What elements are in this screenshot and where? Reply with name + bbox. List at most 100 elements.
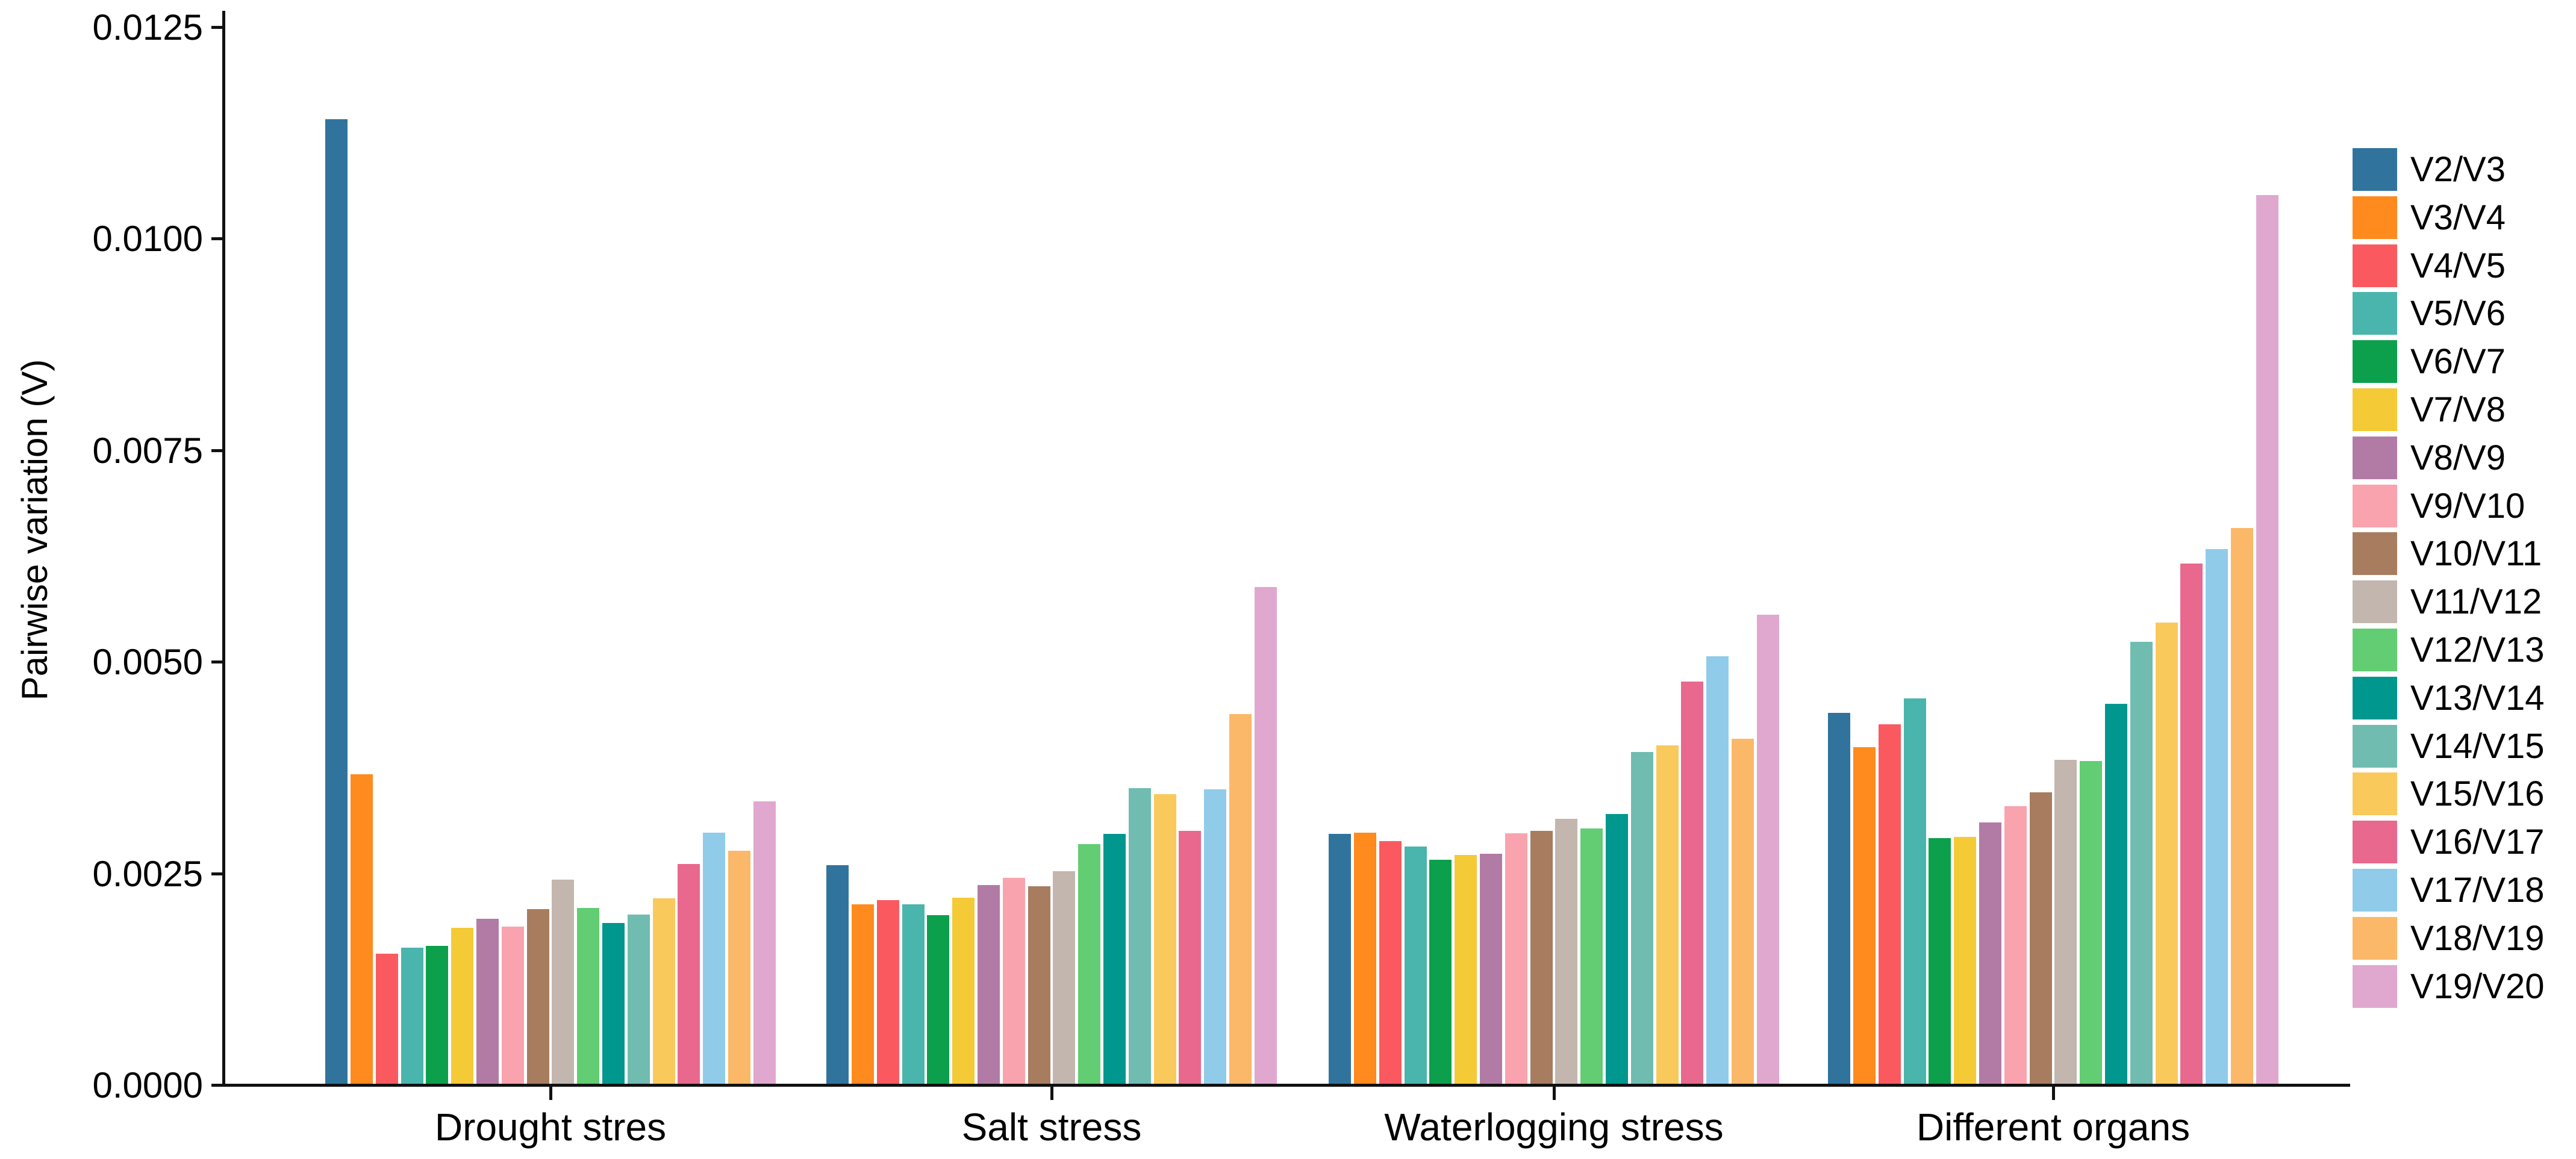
- x-tick-mark: [1050, 1087, 1053, 1100]
- bar-V13-V14-group1: [602, 922, 625, 1084]
- bar-V13-V14-group4: [2105, 703, 2127, 1084]
- x-axis-line: [221, 1084, 2350, 1087]
- bar-V5-V6-group3: [1404, 847, 1427, 1084]
- bar-V2-V3-group1: [325, 119, 348, 1084]
- legend-label-V7-V8: V7/V8: [2410, 390, 2506, 429]
- legend-label-V17-V18: V17/V18: [2410, 871, 2545, 910]
- bar-V12-V13-group1: [577, 907, 600, 1084]
- bar-V15-V16-group2: [1153, 794, 1176, 1084]
- y-tick-mark: [211, 449, 222, 452]
- legend-swatch-V19-V20: [2353, 965, 2397, 1008]
- legend-swatch-V11-V12: [2353, 580, 2397, 624]
- y-axis-line: [222, 11, 225, 1087]
- bar-V17-V18-group2: [1204, 789, 1227, 1084]
- legend-swatch-V5-V6: [2353, 292, 2397, 335]
- bar-V3-V4-group4: [1853, 747, 1876, 1084]
- bar-V16-V17-group4: [2180, 563, 2203, 1084]
- legend-label-V12-V13: V12/V13: [2410, 630, 2545, 670]
- bar-V4-V5-group4: [1878, 724, 1901, 1084]
- bar-V13-V14-group2: [1103, 834, 1126, 1084]
- bar-V14-V15-group4: [2130, 642, 2153, 1084]
- bar-V7-V8-group3: [1455, 855, 1477, 1084]
- bar-V17-V18-group1: [703, 832, 726, 1084]
- bar-V11-V12-group2: [1053, 871, 1076, 1084]
- legend-swatch-V12-V13: [2353, 629, 2397, 671]
- bar-V9-V10-group1: [501, 926, 524, 1084]
- bar-V14-V15-group2: [1128, 788, 1151, 1084]
- bar-V3-V4-group2: [852, 904, 874, 1084]
- y-tick-mark: [211, 237, 222, 241]
- bar-V17-V18-group4: [2206, 548, 2228, 1084]
- bar-V7-V8-group2: [952, 897, 975, 1084]
- bar-V8-V9-group1: [476, 918, 499, 1084]
- bar-V16-V17-group1: [678, 863, 700, 1084]
- bar-V2-V3-group2: [826, 865, 849, 1084]
- legend-swatch-V17-V18: [2353, 869, 2397, 912]
- bar-V12-V13-group2: [1078, 844, 1101, 1084]
- x-axis-category-label: Salt stress: [961, 1105, 1142, 1149]
- legend-swatch-V13-V14: [2353, 676, 2397, 719]
- x-axis-category-label: Different organs: [1916, 1105, 2191, 1149]
- bar-V18-V19-group4: [2231, 527, 2253, 1084]
- legend-label-V9-V10: V9/V10: [2410, 486, 2525, 526]
- bar-V10-V11-group3: [1530, 830, 1553, 1084]
- legend-label-V15-V16: V15/V16: [2410, 774, 2545, 814]
- y-tick-label: 0.0075: [92, 430, 203, 471]
- bar-V19-V20-group2: [1254, 586, 1277, 1084]
- legend-label-V8-V9: V8/V9: [2410, 438, 2506, 477]
- bar-V13-V14-group3: [1606, 813, 1628, 1084]
- bar-V6-V7-group2: [927, 915, 950, 1084]
- bar-V8-V9-group4: [1979, 822, 2001, 1084]
- bar-V18-V19-group1: [728, 851, 750, 1084]
- x-tick-mark: [2052, 1087, 2055, 1100]
- legend-label-V14-V15: V14/V15: [2410, 726, 2545, 766]
- legend-label-V16-V17: V16/V17: [2410, 822, 2545, 862]
- bar-V14-V15-group1: [627, 914, 650, 1084]
- legend-label-V5-V6: V5/V6: [2410, 294, 2506, 334]
- legend-swatch-V15-V16: [2353, 772, 2397, 816]
- bar-V18-V19-group2: [1229, 713, 1252, 1084]
- y-tick-mark: [211, 660, 222, 664]
- x-axis-category-label: Drought stres: [434, 1105, 667, 1149]
- bar-V14-V15-group3: [1630, 752, 1653, 1084]
- bar-V6-V7-group4: [1929, 838, 1951, 1084]
- y-tick-label: 0.0025: [92, 853, 203, 894]
- bar-V10-V11-group1: [526, 909, 549, 1084]
- legend-label-V4-V5: V4/V5: [2410, 246, 2506, 285]
- bar-V12-V13-group3: [1580, 828, 1603, 1084]
- legend-label-V18-V19: V18/V19: [2410, 918, 2545, 958]
- bar-V9-V10-group2: [1002, 878, 1025, 1084]
- x-tick-mark: [1553, 1087, 1556, 1100]
- legend-swatch-V6-V7: [2353, 340, 2397, 384]
- bar-V19-V20-group3: [1756, 615, 1779, 1084]
- bar-V4-V5-group2: [876, 900, 899, 1084]
- legend-label-V2-V3: V2/V3: [2410, 150, 2506, 189]
- x-axis-category-label: Waterlogging stress: [1384, 1105, 1724, 1149]
- bar-V4-V5-group1: [375, 953, 398, 1084]
- bar-V8-V9-group3: [1480, 853, 1502, 1084]
- bar-V7-V8-group4: [1954, 836, 1977, 1084]
- bar-V17-V18-group3: [1706, 656, 1729, 1084]
- bar-V8-V9-group2: [978, 884, 1000, 1084]
- bar-V9-V10-group3: [1505, 833, 1527, 1084]
- bar-V15-V16-group1: [652, 898, 675, 1084]
- bar-V5-V6-group1: [401, 947, 423, 1084]
- legend-swatch-V18-V19: [2353, 916, 2397, 960]
- bar-V11-V12-group3: [1555, 819, 1578, 1084]
- bar-V18-V19-group3: [1732, 738, 1754, 1084]
- legend-label-V13-V14: V13/V14: [2410, 678, 2545, 718]
- bar-V5-V6-group2: [902, 904, 925, 1084]
- bar-V16-V17-group3: [1681, 682, 1704, 1084]
- x-tick-mark: [549, 1087, 552, 1100]
- legend-swatch-V8-V9: [2353, 436, 2397, 479]
- legend-swatch-V10-V11: [2353, 532, 2397, 576]
- bar-V7-V8-group1: [451, 928, 474, 1084]
- y-tick-label: 0.0000: [92, 1065, 203, 1105]
- bar-V11-V12-group4: [2054, 759, 2077, 1084]
- bar-V2-V3-group4: [1828, 713, 1851, 1084]
- y-tick-label: 0.0050: [92, 642, 203, 683]
- bar-V10-V11-group2: [1028, 886, 1050, 1084]
- bar-V16-V17-group2: [1179, 830, 1202, 1084]
- y-tick-label: 0.0125: [92, 7, 203, 48]
